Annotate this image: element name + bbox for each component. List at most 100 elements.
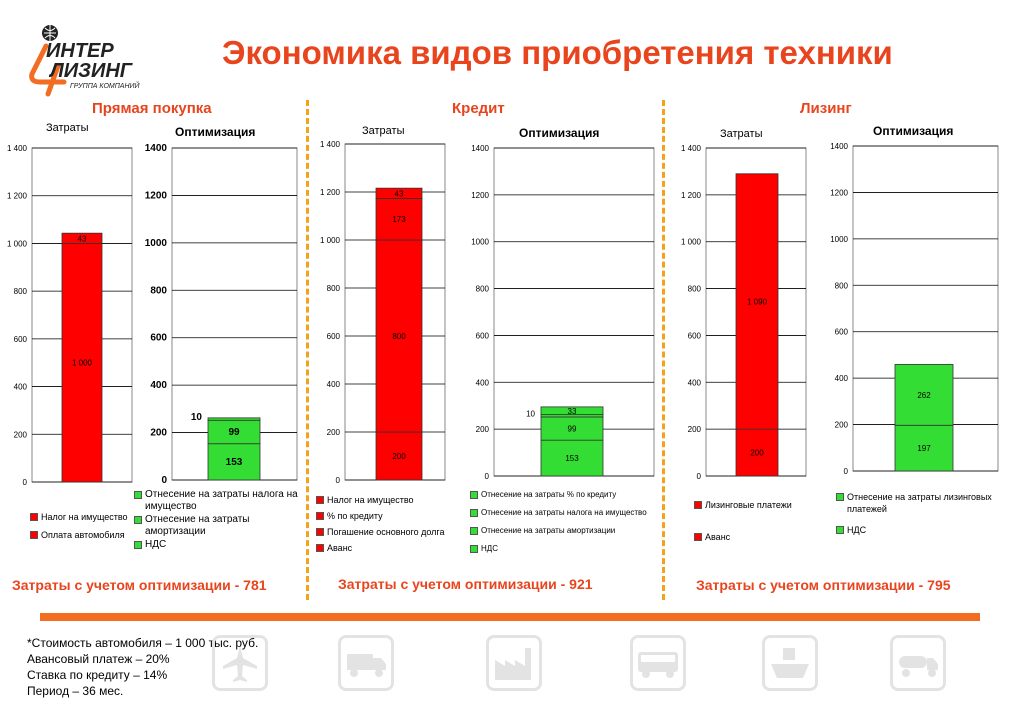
legend-item: Налог на имущество bbox=[30, 511, 130, 523]
logo-line1: ИНТЕР bbox=[46, 40, 114, 62]
data-label: 153 bbox=[565, 454, 579, 463]
bar-segment bbox=[735, 173, 779, 430]
y-tick-label: 400 bbox=[14, 383, 28, 392]
truck-icon bbox=[338, 635, 394, 691]
data-label: 1 000 bbox=[72, 359, 93, 368]
section-title-credit: Кредит bbox=[452, 100, 505, 117]
chart-credit-costs: 0 200 400 600 800 1 000 1 200 1 400 200 800 173 43 bbox=[320, 140, 446, 485]
data-label: 10 bbox=[191, 412, 203, 423]
bar-segment bbox=[207, 443, 261, 481]
y-tick-label: 800 bbox=[14, 287, 28, 296]
y-tick-label: 600 bbox=[688, 331, 702, 340]
data-label: 173 bbox=[392, 215, 406, 224]
y-tick-label: 0 bbox=[485, 472, 490, 481]
legend-item: Лизинговые платежи bbox=[694, 499, 814, 511]
chart-label-costs: Затраты bbox=[362, 125, 405, 137]
total-direct: Затраты с учетом оптимизации - 781 bbox=[12, 577, 267, 593]
y-tick-label: 1 200 bbox=[681, 191, 702, 200]
chart-label-optimization: Оптимизация bbox=[873, 124, 954, 138]
legend-item: Аванс bbox=[694, 531, 814, 543]
y-tick-label: 1000 bbox=[145, 238, 168, 249]
legend-item: Отнесение на затраты амортизации bbox=[134, 514, 304, 538]
bar-segment bbox=[894, 424, 954, 472]
legend-item: % по кредиту bbox=[316, 510, 466, 522]
data-label: 99 bbox=[568, 425, 577, 434]
y-tick-label: 1 400 bbox=[320, 140, 341, 149]
legend-item: НДС bbox=[836, 524, 1006, 536]
y-tick-label: 600 bbox=[476, 331, 490, 340]
total-credit: Затраты с учетом оптимизации - 921 bbox=[338, 576, 593, 592]
y-tick-label: 1 200 bbox=[7, 192, 28, 201]
y-tick-label: 600 bbox=[835, 328, 849, 337]
y-tick-label: 400 bbox=[476, 378, 490, 387]
chart-label-optimization: Оптимизация bbox=[175, 125, 256, 139]
bar-segment bbox=[894, 364, 954, 426]
bar-segment bbox=[540, 439, 604, 477]
y-tick-label: 600 bbox=[14, 335, 28, 344]
y-tick-label: 1 400 bbox=[681, 144, 702, 153]
y-tick-label: 800 bbox=[688, 285, 702, 294]
chart-credit-optimization: 0 200 400 600 800 1000 1200 1400 153 99 10 33 bbox=[471, 144, 655, 481]
y-tick-label: 1 000 bbox=[681, 238, 702, 247]
y-tick-label: 0 bbox=[161, 475, 167, 486]
legend-item: Отнесение на затраты лизинговых платежей bbox=[836, 491, 1006, 515]
y-tick-label: 0 bbox=[697, 472, 702, 481]
data-label: 153 bbox=[226, 457, 243, 468]
data-label: 200 bbox=[392, 452, 406, 461]
bar-segment bbox=[540, 406, 604, 416]
y-tick-label: 1000 bbox=[471, 238, 489, 247]
footer-bar bbox=[40, 613, 980, 621]
y-tick-label: 1400 bbox=[145, 143, 168, 154]
data-label: 33 bbox=[568, 407, 577, 416]
y-tick-label: 1200 bbox=[830, 188, 848, 197]
data-label: 99 bbox=[228, 427, 240, 438]
section-title-leasing: Лизинг bbox=[800, 100, 852, 117]
y-tick-label: 800 bbox=[327, 284, 341, 293]
logo-mark-icon bbox=[29, 25, 67, 97]
legend-item: Отнесение на затраты налога на имущество bbox=[134, 489, 304, 513]
y-tick-label: 1200 bbox=[471, 191, 489, 200]
y-tick-label: 1 000 bbox=[320, 236, 341, 245]
chart-label-costs: Затраты bbox=[46, 122, 89, 134]
y-tick-label: 200 bbox=[835, 421, 849, 430]
bar-segment bbox=[375, 187, 423, 199]
footnote-line: Авансовый платеж – 20% bbox=[27, 652, 170, 666]
section-divider bbox=[662, 100, 665, 600]
bar-segment bbox=[207, 417, 261, 421]
chart-leasing-costs: 0 200 400 600 800 1 000 1 200 1 400 200 1 090 bbox=[681, 144, 807, 481]
legend-item: Отнесение на затраты налога на имущество bbox=[470, 507, 655, 519]
logo-line2: ЛИЗИНГ bbox=[50, 60, 133, 82]
footnote-line: Период – 36 мес. bbox=[27, 684, 124, 698]
chart-label-costs: Затраты bbox=[720, 128, 763, 140]
company-logo: ИНТЕР ЛИЗИНГ ГРУППА КОМПАНИЙ bbox=[24, 22, 164, 102]
y-tick-label: 400 bbox=[327, 380, 341, 389]
y-tick-label: 400 bbox=[150, 380, 167, 391]
y-tick-label: 200 bbox=[150, 428, 167, 439]
y-tick-label: 1400 bbox=[830, 142, 848, 151]
y-tick-label: 800 bbox=[150, 285, 167, 296]
footnotes: *Стоимость автомобиля – 1 000 тыс. руб. … bbox=[27, 635, 258, 699]
footnote-line: *Стоимость автомобиля – 1 000 тыс. руб. bbox=[27, 636, 259, 650]
legend-item: Отнесение на затраты амортизации bbox=[470, 525, 655, 537]
y-tick-label: 0 bbox=[336, 476, 341, 485]
data-label: 200 bbox=[750, 449, 764, 458]
legend-item: Оплата автомобиля bbox=[30, 529, 130, 541]
page-title: Экономика видов приобретения техники bbox=[222, 34, 893, 71]
plot-area bbox=[852, 145, 999, 472]
data-label: 197 bbox=[917, 444, 931, 453]
y-tick-label: 0 bbox=[23, 478, 28, 487]
data-label: 43 bbox=[78, 234, 87, 243]
bar-segment bbox=[375, 198, 423, 241]
logo-line3: ГРУППА КОМПАНИЙ bbox=[70, 83, 140, 90]
y-tick-label: 1 200 bbox=[320, 188, 341, 197]
chart-label-optimization: Оптимизация bbox=[519, 126, 600, 140]
y-tick-label: 200 bbox=[327, 428, 341, 437]
data-label: 43 bbox=[395, 189, 404, 198]
footnote-line: Ставка по кредиту – 14% bbox=[27, 668, 168, 682]
total-leasing: Затраты с учетом оптимизации - 795 bbox=[696, 577, 951, 593]
bar-segment bbox=[61, 243, 103, 483]
legend-item: Отнесение на затраты % по кредиту bbox=[470, 489, 655, 501]
y-tick-label: 200 bbox=[476, 425, 490, 434]
factory-icon bbox=[486, 635, 542, 691]
legend-item: Налог на имущество bbox=[316, 494, 466, 506]
